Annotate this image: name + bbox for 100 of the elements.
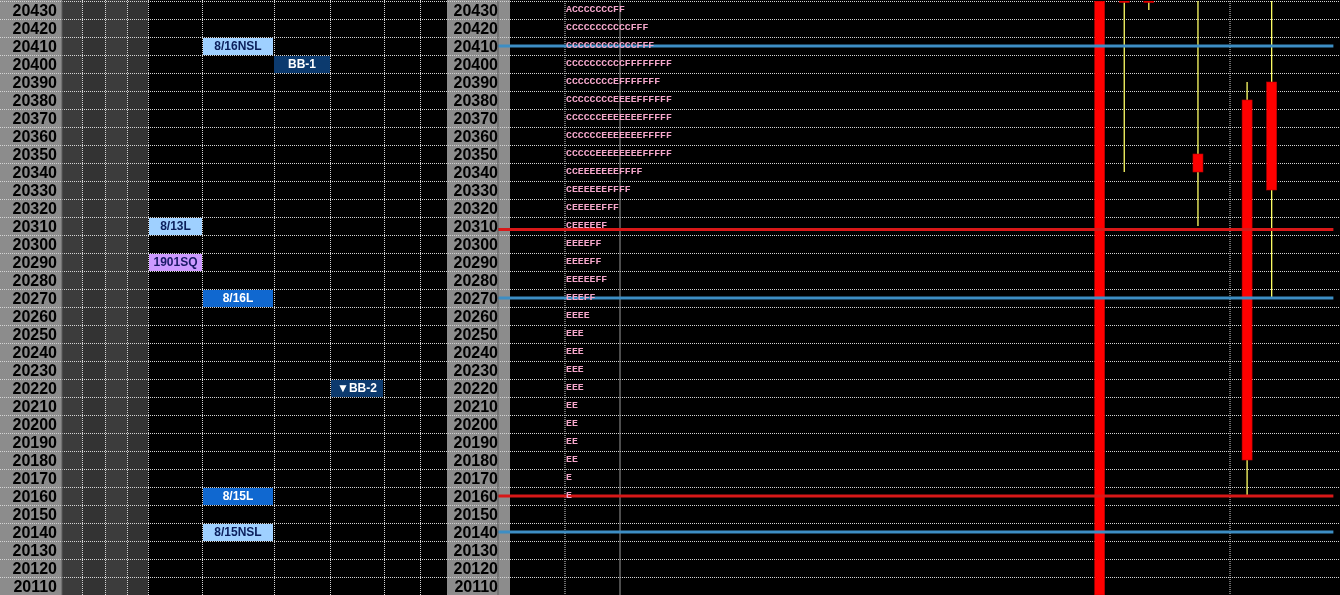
y-tick-label: 20130: [453, 541, 499, 559]
y-tick-label: 20210: [453, 397, 499, 415]
text: 8/16L: [203, 289, 273, 307]
y-tick-label: 20140: [453, 523, 499, 541]
y-tick-label: 20170: [453, 469, 499, 487]
y2-tick-label: 20140: [12, 523, 58, 541]
annotation: EEEEEFF: [566, 274, 608, 286]
y-tick-label: 20250: [453, 325, 499, 343]
annotation: CCCCCCEEEEEEEFFFFF: [566, 112, 672, 124]
y-tick-label: 20300: [453, 235, 499, 253]
y2-tick-label: 20430: [12, 1, 58, 19]
annotation: EEE: [566, 346, 584, 358]
y2-tick-label: 20260: [12, 307, 58, 325]
y2-tick-label: 20410: [12, 37, 58, 55]
annotation: CCCCCCCCCCCCFFF: [566, 40, 655, 52]
y-tick-label: 20420: [453, 19, 499, 37]
y2-tick-label: 20130: [12, 541, 58, 559]
y-tick-label: 20350: [453, 145, 499, 163]
y2-tick-label: 20230: [12, 361, 58, 379]
y2-tick-label: 20290: [12, 253, 58, 271]
y2-tick-label: 20160: [12, 487, 58, 505]
annotation: CCCCCCCCEFFFFFFF: [566, 76, 661, 88]
annotation: EEEEFF: [566, 256, 602, 268]
y2-tick-label: 20120: [12, 559, 58, 577]
annotation: EEE: [566, 328, 584, 340]
y-tick-label: 20290: [453, 253, 499, 271]
y2-tick-label: 20150: [12, 505, 58, 523]
annotation: EE: [566, 418, 578, 430]
y-tick-label: 20220: [453, 379, 499, 397]
y2-tick-label: 20390: [12, 73, 58, 91]
y-tick-label: 20180: [453, 451, 499, 469]
annotation: EEE: [566, 364, 584, 376]
y-tick-label: 20370: [453, 109, 499, 127]
y2-tick-label: 20280: [12, 271, 58, 289]
y-tick-label: 20230: [453, 361, 499, 379]
y2-tick-label: 20210: [12, 397, 58, 415]
y-tick-label: 20310: [453, 217, 499, 235]
annotation: E: [566, 472, 572, 484]
text: ▼BB-2: [331, 379, 383, 397]
y2-tick-label: 20370: [12, 109, 58, 127]
y-tick-label: 20430: [453, 1, 499, 19]
y2-tick-label: 20330: [12, 181, 58, 199]
y2-tick-label: 20400: [12, 55, 58, 73]
annotation: EEE: [566, 382, 584, 394]
y-tick-label: 20270: [453, 289, 499, 307]
y2-tick-label: 20360: [12, 127, 58, 145]
annotation: EE: [566, 454, 578, 466]
y2-tick-label: 20300: [12, 235, 58, 253]
annotation: CCCCCCEEEEEEEFFFFF: [566, 130, 672, 142]
annotation: ACCCCCCCFF: [566, 4, 625, 16]
y-tick-label: 20320: [453, 199, 499, 217]
annotation: EEEE: [566, 310, 590, 322]
annotation: CEEEEEFFF: [566, 202, 619, 214]
y-tick-label: 20280: [453, 271, 499, 289]
y2-tick-label: 20350: [12, 145, 58, 163]
y2-tick-label: 20310: [12, 217, 58, 235]
y-tick-label: 20260: [453, 307, 499, 325]
text: 8/15NSL: [203, 523, 273, 541]
text: 8/16NSL: [203, 37, 273, 55]
candlestick: [1192, 1, 1204, 227]
y-tick-label: 20150: [453, 505, 499, 523]
y2-tick-label: 20200: [12, 415, 58, 433]
y-tick-label: 20240: [453, 343, 499, 361]
y2-tick-label: 20270: [12, 289, 58, 307]
y-tick-label: 20380: [453, 91, 499, 109]
annotation: E: [566, 490, 572, 502]
y2-tick-label: 20220: [12, 379, 58, 397]
annotation: CCCCCCCCCCFFFFFFFF: [566, 58, 672, 70]
annotation: EEEEFF: [566, 238, 602, 250]
text: 8/13L: [149, 217, 202, 235]
y-tick-label: 20110: [454, 577, 499, 595]
candlestick: [1118, 1, 1130, 173]
y2-tick-label: 20380: [12, 91, 58, 109]
y2-tick-label: 20110: [13, 577, 58, 595]
annotation: CEEEEEF: [566, 220, 608, 232]
y-tick-label: 20330: [453, 181, 499, 199]
text: BB-1: [274, 55, 330, 73]
text: 8/15L: [203, 487, 273, 505]
y2-tick-label: 20320: [12, 199, 58, 217]
y-tick-label: 20410: [453, 37, 499, 55]
y2-tick-label: 20170: [12, 469, 58, 487]
y2-tick-label: 20250: [12, 325, 58, 343]
y2-tick-label: 20180: [12, 451, 58, 469]
annotation: CCCCCCCCCCCFFF: [566, 22, 649, 34]
annotation: EE: [566, 436, 578, 448]
annotation: CCCCCEEEEEEEEFFFFF: [566, 148, 672, 160]
annotation: EE: [566, 400, 578, 412]
annotation: CCCCCCCCEEEEFFFFFF: [566, 94, 672, 106]
y-tick-label: 20390: [453, 73, 499, 91]
y-tick-label: 20160: [453, 487, 499, 505]
y2-tick-label: 20340: [12, 163, 58, 181]
annotation: CCEEEEEEEFFFF: [566, 166, 643, 178]
y-tick-label: 20400: [453, 55, 499, 73]
y2-tick-label: 20240: [12, 343, 58, 361]
y-tick-label: 20360: [453, 127, 499, 145]
y-tick-label: 20190: [453, 433, 499, 451]
y2-tick-label: 20420: [12, 19, 58, 37]
y-tick-label: 20340: [453, 163, 499, 181]
y2-tick-label: 20190: [12, 433, 58, 451]
y-tick-label: 20120: [453, 559, 499, 577]
